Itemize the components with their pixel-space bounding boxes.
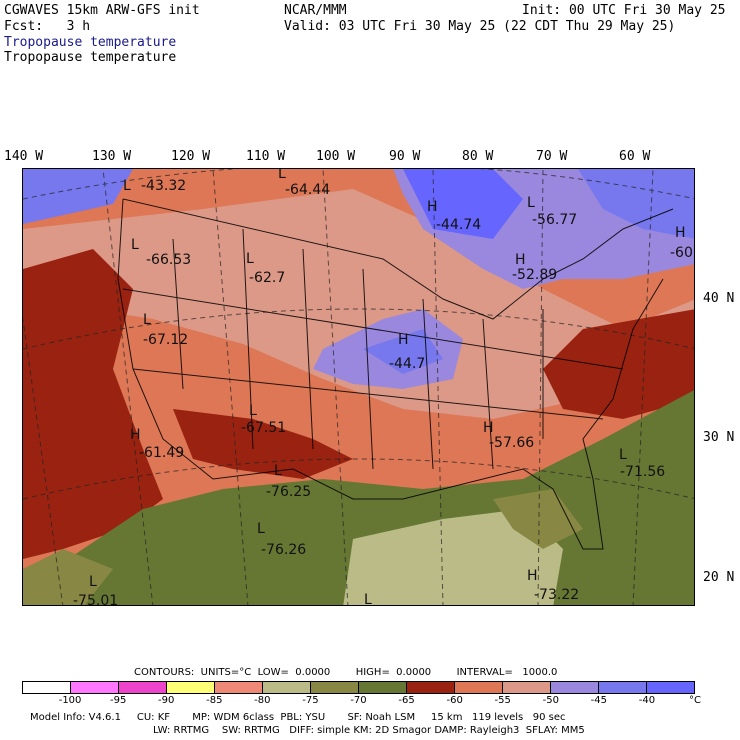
- model-title: CGWAVES 15km ARW-GFS init: [4, 3, 200, 18]
- lon-label: 140 W: [4, 149, 44, 164]
- svg-text:L: L: [246, 251, 254, 267]
- colorbar-swatch: [455, 682, 503, 693]
- map-label-value: -66.53: [146, 252, 191, 268]
- colorbar-swatch: [167, 682, 215, 693]
- map-label-value: -75.01: [73, 593, 118, 606]
- svg-text:L: L: [278, 169, 286, 182]
- colorbar-swatch: [311, 682, 359, 693]
- svg-text:L: L: [89, 574, 97, 590]
- colorbar-swatch: [23, 682, 71, 693]
- org-label: NCAR/MMM: [284, 3, 347, 18]
- map-label-value: -62.7: [249, 270, 285, 286]
- map-label-value: -61.49: [139, 445, 184, 461]
- colorbar: [22, 681, 695, 694]
- map-label-value: -76.26: [261, 542, 306, 558]
- lat-label: 40 N: [703, 291, 735, 306]
- map-panel: L -43.32 L -64.44 H -44.74 L -56.77 H -60 L -6…: [22, 168, 695, 606]
- map-label-value: -56.77: [532, 212, 577, 228]
- field-title-secondary: Tropopause temperature: [4, 50, 177, 65]
- map-label-value: -76.25: [266, 484, 311, 500]
- lon-label: 120 W: [171, 149, 211, 164]
- colorbar-swatch: [551, 682, 599, 693]
- colorbar-tick-label: -45: [590, 695, 608, 706]
- svg-text:L: L: [274, 463, 282, 479]
- lon-label: 110 W: [246, 149, 286, 164]
- colorbar-tick-label: -40: [638, 695, 656, 706]
- svg-text:H: H: [675, 225, 686, 241]
- temperature-map: L -43.32 L-64.44 H-44.74 L-56.77 H-60 L-6…: [23, 169, 694, 606]
- lon-label: 70 W: [536, 149, 568, 164]
- svg-text:L: L: [131, 237, 139, 253]
- svg-text:L: L: [364, 592, 372, 606]
- map-label-value: -60: [670, 245, 693, 261]
- svg-text:L: L: [527, 195, 535, 211]
- colorbar-swatch: [215, 682, 263, 693]
- colorbar-tick-label: -70: [350, 695, 367, 706]
- init-time: Init: 00 UTC Fri 30 May 25: [522, 3, 726, 18]
- svg-text:H: H: [398, 332, 409, 348]
- colorbar-tick-label: -75: [302, 695, 319, 706]
- valid-time: Valid: 03 UTC Fri 30 May 25 (22 CDT Thu …: [284, 19, 676, 34]
- colorbar-tick-label: -65: [398, 695, 415, 706]
- map-label-value: -44.7: [389, 356, 425, 372]
- map-label-value: -64.44: [285, 182, 330, 198]
- colorbar-swatch: [647, 682, 694, 693]
- model-info-line1: Model Info: V4.6.1 CU: KF MP: WDM 6class…: [30, 712, 566, 723]
- lat-label: 20 N: [703, 570, 735, 585]
- svg-text:H: H: [527, 568, 538, 584]
- svg-text:L: L: [143, 312, 151, 328]
- map-label-value: -44.74: [436, 217, 481, 233]
- colorbar-swatch: [503, 682, 551, 693]
- map-label-value: -67.51: [241, 420, 286, 436]
- colorbar-swatch: [71, 682, 119, 693]
- colorbar-swatch: [407, 682, 455, 693]
- svg-text:H: H: [427, 199, 438, 215]
- colorbar-tick-label: -55: [494, 695, 511, 706]
- lon-label: 90 W: [389, 149, 421, 164]
- colorbar-swatch: [599, 682, 647, 693]
- colorbar-swatch: [359, 682, 407, 693]
- map-label-value: -52.89: [512, 267, 557, 283]
- field-title-primary: Tropopause temperature: [4, 35, 177, 50]
- colorbar-tick-label: -95: [109, 695, 127, 706]
- lon-label: 60 W: [619, 149, 651, 164]
- map-label-value: -73.22: [534, 587, 579, 603]
- colorbar-tick-label: -90: [158, 695, 175, 706]
- colorbar-tick-label: -85: [206, 695, 223, 706]
- lat-label: 30 N: [703, 430, 735, 445]
- svg-text:L: L: [123, 178, 131, 194]
- map-label-value: -71.56: [620, 464, 665, 480]
- colorbar-tick-label: -100: [58, 695, 82, 706]
- pressure-labels: L -43.32 L-64.44 H-44.74 L-56.77 H-60 L-6…: [73, 169, 693, 606]
- lon-label: 130 W: [92, 149, 132, 164]
- contours-info: CONTOURS: UNITS=°C LOW= 0.0000 HIGH= 0.0…: [134, 667, 558, 678]
- lon-label: 100 W: [316, 149, 356, 164]
- svg-text:L: L: [257, 521, 265, 537]
- svg-text:H: H: [130, 427, 141, 443]
- model-info-line2: LW: RRTMG SW: RRTMG DIFF: simple KM: 2D …: [153, 725, 585, 736]
- colorbar-tick-label: -60: [446, 695, 463, 706]
- svg-text:H: H: [483, 420, 494, 436]
- map-label-value: -67.12: [143, 332, 188, 348]
- colorbar-swatch: [119, 682, 167, 693]
- colorbar-tick-label: -50: [542, 695, 559, 706]
- colorbar-tick-label: -80: [254, 695, 271, 706]
- colorbar-swatch: [263, 682, 311, 693]
- svg-text:H: H: [515, 252, 526, 268]
- map-label-value: -57.66: [489, 435, 534, 451]
- map-label-value: -43.32: [141, 178, 186, 194]
- svg-text:L: L: [249, 403, 257, 419]
- forecast-hour: Fcst: 3 h: [4, 19, 91, 34]
- colorbar-tick-label: °C: [689, 695, 701, 706]
- lon-label: 80 W: [462, 149, 494, 164]
- svg-text:L: L: [619, 447, 627, 463]
